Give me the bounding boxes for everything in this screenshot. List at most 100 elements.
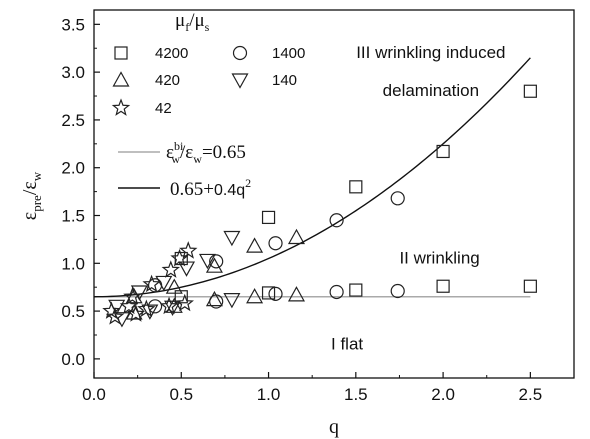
- data-points: [102, 84, 537, 328]
- data-point-42: [175, 293, 194, 312]
- data-point-4200: [261, 210, 276, 225]
- legend-line-constant-main: ε: [166, 142, 174, 163]
- quadratic-curve: [94, 57, 531, 298]
- y-axis-title-main: ε: [19, 212, 41, 220]
- x-tick-label: 1.5: [344, 385, 368, 404]
- data-point-420: [246, 237, 264, 253]
- data-point-42: [159, 296, 179, 315]
- legend-title-main2: /μ: [189, 10, 204, 31]
- y-tick-label: 0.5: [61, 302, 85, 321]
- legend-marker-4200: [114, 46, 128, 60]
- data-point-42: [126, 304, 146, 322]
- data-point-4200: [349, 283, 363, 297]
- x-axis-title: q: [329, 416, 339, 438]
- plot-border: [93, 9, 575, 379]
- legend-marker-420: [112, 71, 130, 87]
- data-point-420: [205, 257, 223, 273]
- legend-line-constant-sup: bi: [174, 139, 184, 153]
- data-point-1400: [329, 213, 344, 228]
- data-point-42: [105, 307, 125, 325]
- data-point-420: [287, 228, 305, 245]
- legend-label-140: 140: [272, 72, 297, 89]
- data-point-140: [177, 261, 196, 277]
- legend-line-constant-tail: =0.65: [202, 142, 246, 163]
- data-point-140: [223, 230, 241, 247]
- x-tick-label: 0.5: [169, 385, 193, 404]
- legend-marker-140: [231, 73, 249, 89]
- y-tick-label: 2.5: [61, 111, 85, 130]
- legend-line-constant-sub1: w: [171, 152, 180, 166]
- data-point-4200: [523, 279, 537, 293]
- data-point-1400: [209, 254, 224, 269]
- region-annotation: I flat: [331, 334, 363, 353]
- legend-title-sub1: f: [185, 20, 189, 34]
- y-tick-label: 2.0: [61, 159, 85, 178]
- legend-title-sub2: s: [205, 20, 210, 34]
- legend-title-main1: μ: [175, 10, 185, 31]
- data-point-1400: [329, 284, 344, 300]
- data-point-140: [198, 253, 216, 270]
- data-point-140: [164, 300, 182, 317]
- data-point-1400: [390, 283, 405, 299]
- y-tick-label: 1.5: [61, 207, 85, 226]
- data-point-1400: [268, 286, 283, 301]
- region-annotation: II wrinkling: [399, 248, 479, 267]
- region-annotation: delamination: [383, 81, 479, 100]
- y-axis-title-sub1: pre: [29, 195, 44, 212]
- plot-frame: [93, 9, 575, 379]
- data-point-4200: [436, 144, 450, 159]
- data-point-140: [223, 293, 241, 309]
- data-point-420: [205, 290, 223, 307]
- y-tick-label: 0.0: [61, 350, 85, 369]
- legend-line-constant-sub2: w: [193, 152, 202, 166]
- legend-line-quadratic-b: 0.4q: [214, 182, 245, 199]
- data-point-140: [130, 285, 148, 301]
- data-point-42: [137, 299, 156, 318]
- legend-line-constant-sep: /ε: [180, 142, 193, 163]
- data-point-1400: [390, 191, 405, 206]
- x-tick-label: 2.5: [519, 385, 543, 404]
- legend-label-4200: 4200: [155, 45, 188, 62]
- data-point-42: [123, 287, 142, 305]
- axis-ticks: 0.0 0.5 1.0 1.5 2.0 2.5 0.0 0.5 1.0 1.5 2.0 2.5 3.0 3…: [61, 15, 542, 404]
- legend-title: μf/μs: [175, 10, 210, 34]
- y-tick-label: 3.5: [61, 15, 85, 34]
- data-point-42: [142, 274, 161, 293]
- data-point-4200: [174, 290, 188, 304]
- legend-line-quadratic-label: 0.65+0.4q2: [170, 176, 251, 200]
- legend-marker-42: [111, 98, 131, 116]
- legend-label-1400: 1400: [272, 45, 305, 62]
- legend-label-42: 42: [155, 100, 172, 117]
- legend-line-quadratic-a: 0.65+: [170, 179, 214, 200]
- legend-marker-1400: [232, 45, 248, 61]
- legend-line-constant-label: εbi w/εw=0.65: [166, 139, 246, 166]
- data-point-4200: [436, 279, 450, 293]
- legend-line-quadratic-sup: 2: [245, 176, 251, 190]
- data-point-4200: [261, 286, 276, 300]
- y-axis-title-sep: /ε: [19, 181, 41, 195]
- y-axis-title-sub2: w: [29, 171, 44, 181]
- x-tick-label: 1.0: [257, 385, 281, 404]
- x-tick-label: 0.0: [82, 385, 106, 404]
- y-axis-title: εpre/εw: [19, 171, 44, 220]
- region-annotations: III wrinkling induced delamination II wrin…: [331, 43, 506, 354]
- data-point-42: [179, 241, 198, 259]
- data-point-420: [165, 278, 183, 294]
- data-point-4200: [523, 84, 537, 98]
- data-point-42: [119, 296, 139, 315]
- y-tick-label: 3.0: [61, 63, 85, 82]
- data-point-42: [161, 260, 181, 278]
- region-annotation: III wrinkling induced: [356, 43, 505, 62]
- y-tick-label: 1.0: [61, 254, 85, 273]
- data-point-1400: [268, 236, 283, 251]
- x-tick-label: 2.0: [431, 385, 455, 404]
- data-point-420: [246, 288, 264, 304]
- data-point-4200: [349, 180, 363, 194]
- data-point-140: [155, 275, 173, 292]
- data-point-140: [141, 304, 159, 320]
- fit-curves: [94, 57, 531, 298]
- legend-label-420: 420: [155, 72, 180, 89]
- data-point-420: [287, 286, 305, 302]
- legend: 4200 1400 420 140 42: [111, 45, 305, 117]
